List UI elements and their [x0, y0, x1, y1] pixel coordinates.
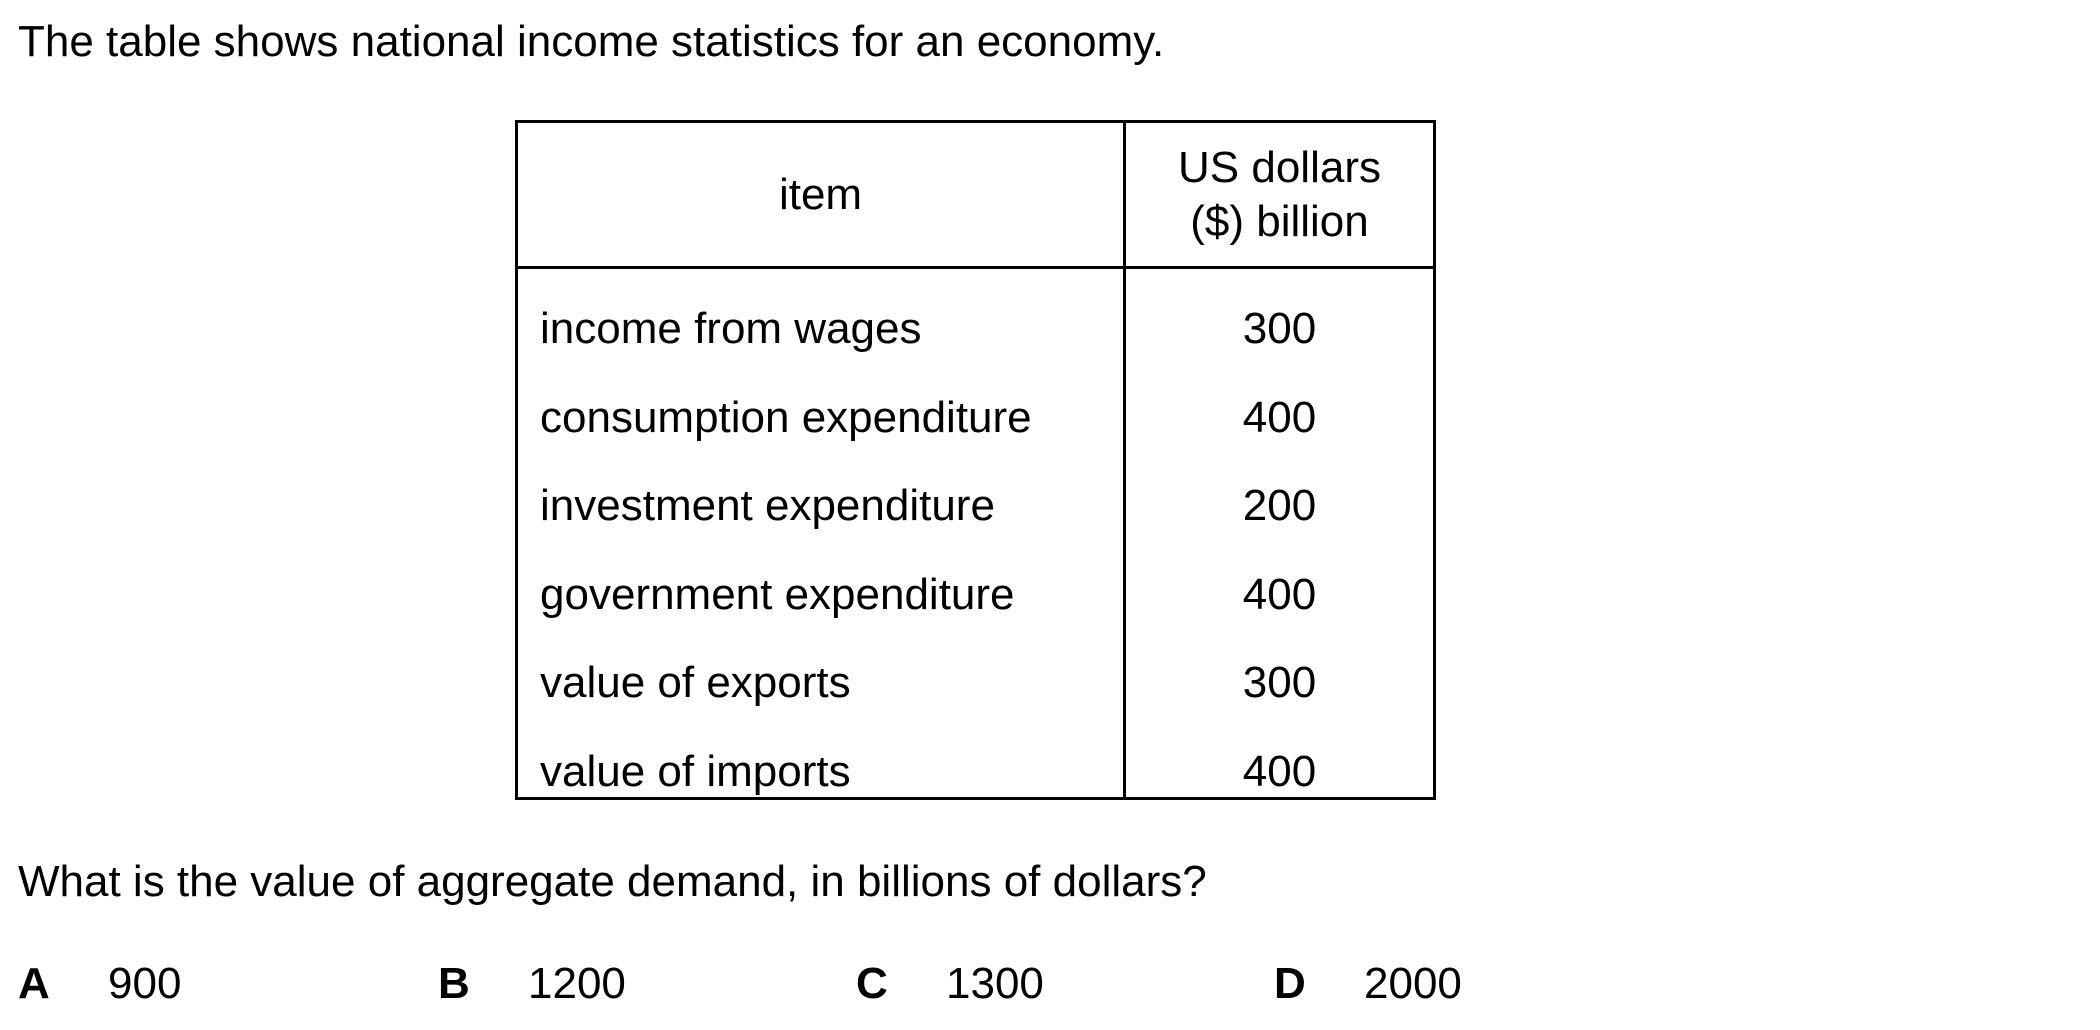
option-letter: A	[18, 959, 50, 1008]
option-value: 900	[108, 959, 182, 1008]
option-letter: D	[1274, 959, 1306, 1008]
row-item: government expenditure	[540, 569, 1015, 619]
table-row: value of exports 300	[518, 639, 1433, 728]
option-letter: B	[438, 959, 470, 1008]
row-value: 400	[1242, 569, 1317, 619]
table-row: income from wages 300	[518, 285, 1433, 374]
header-divider	[518, 266, 1433, 269]
option-c[interactable]: C 1300	[856, 954, 1044, 1014]
option-letter: C	[856, 959, 888, 1008]
table-body: income from wages 300 consumption expend…	[518, 269, 1433, 816]
income-table: item US dollars ($) billion income from …	[515, 120, 1436, 800]
row-item: consumption expenditure	[540, 392, 1032, 442]
option-value: 2000	[1364, 959, 1462, 1008]
table-row: investment expenditure 200	[518, 462, 1433, 551]
option-d[interactable]: D 2000	[1274, 954, 1462, 1014]
row-item: value of imports	[540, 746, 851, 796]
answer-options: A 900 B 1200 C 1300 D 2000	[18, 954, 1618, 1014]
row-value: 300	[1242, 304, 1317, 354]
option-value: 1300	[946, 959, 1044, 1008]
intro-text: The table shows national income statisti…	[18, 17, 1165, 66]
table-row: value of imports 400	[518, 728, 1433, 817]
option-a[interactable]: A 900	[18, 954, 181, 1014]
column-divider	[1123, 123, 1126, 797]
header-value: US dollars ($) billion	[1126, 123, 1433, 266]
row-value: 400	[1242, 746, 1317, 796]
row-value: 300	[1242, 658, 1317, 708]
header-value-line1: US dollars	[1178, 142, 1381, 192]
row-item: investment expenditure	[540, 481, 995, 531]
row-item: income from wages	[540, 304, 922, 354]
table-row: consumption expenditure 400	[518, 374, 1433, 463]
header-item: item	[778, 169, 863, 219]
row-value: 200	[1242, 481, 1317, 531]
row-value: 400	[1242, 392, 1317, 442]
table-row: government expenditure 400	[518, 551, 1433, 640]
option-b[interactable]: B 1200	[438, 954, 626, 1014]
question-text: What is the value of aggregate demand, i…	[18, 857, 1207, 906]
option-value: 1200	[528, 959, 626, 1008]
header-value-line2: ($) billion	[1190, 196, 1369, 246]
row-item: value of exports	[540, 658, 851, 708]
